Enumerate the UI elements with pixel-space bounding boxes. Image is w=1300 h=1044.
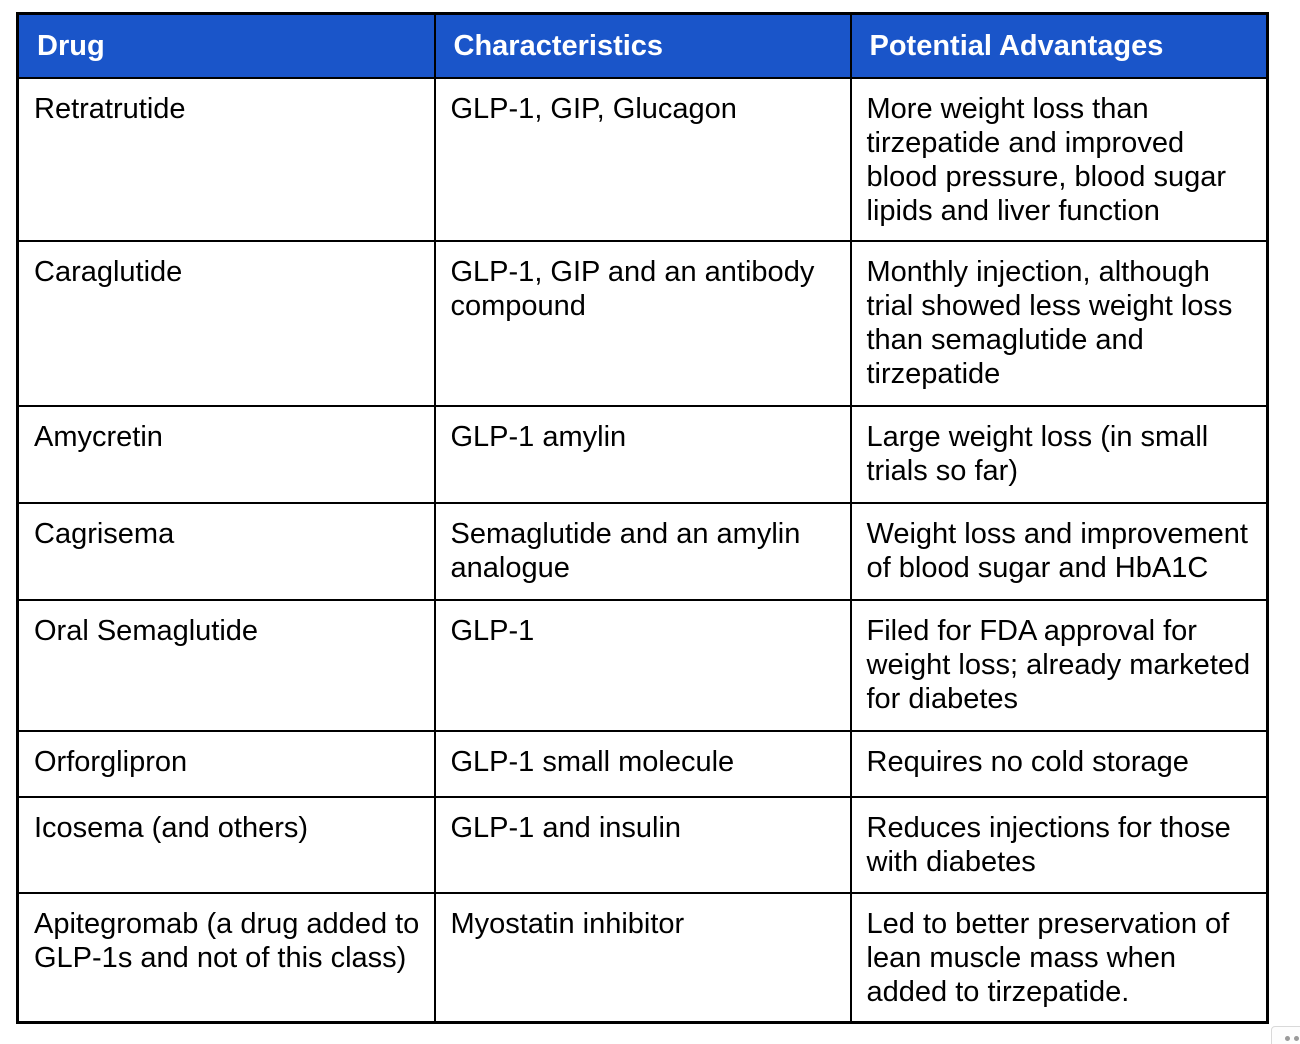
characteristics-cell: GLP-1 and insulin — [433, 795, 852, 894]
table-row: Cagrisema Semaglutide and an amylin anal… — [16, 501, 1269, 601]
table-body: Retratrutide GLP-1, GIP, Glucagon More w… — [16, 76, 1269, 1024]
table-row: Apitegromab (a drug added to GLP-1s and … — [16, 891, 1269, 1024]
drug-comparison-table: Drug Characteristics Potential Advantage… — [16, 12, 1269, 1024]
drug-cell: Retratrutide — [16, 76, 436, 242]
header-row: Drug Characteristics Potential Advantage… — [16, 12, 1269, 79]
table-row: Amycretin GLP-1 amylin Large weight loss… — [16, 404, 1269, 504]
table-row: Retratrutide GLP-1, GIP, Glucagon More w… — [16, 76, 1269, 242]
drug-cell: Caraglutide — [16, 239, 436, 407]
drug-cell: Icosema (and others) — [16, 795, 436, 894]
drag-handle[interactable] — [1271, 1026, 1300, 1044]
advantages-cell: Reduces injections for those with diabet… — [849, 795, 1269, 894]
drug-cell: Amycretin — [16, 404, 436, 504]
table-header: Drug Characteristics Potential Advantage… — [16, 12, 1269, 79]
advantages-cell: Filed for FDA approval for weight loss; … — [849, 598, 1269, 732]
advantages-cell: Monthly injection, although trial showed… — [849, 239, 1269, 407]
characteristics-cell: GLP-1, GIP and an antibody compound — [433, 239, 852, 407]
advantages-cell: Led to better preservation of lean muscl… — [849, 891, 1269, 1024]
column-header-drug: Drug — [16, 12, 436, 79]
advantages-cell: Weight loss and improvement of blood sug… — [849, 501, 1269, 601]
table-row: Icosema (and others) GLP-1 and insulin R… — [16, 795, 1269, 894]
drug-cell: Orforglipron — [16, 729, 436, 798]
table-row: Caraglutide GLP-1, GIP and an antibody c… — [16, 239, 1269, 407]
drug-cell: Cagrisema — [16, 501, 436, 601]
characteristics-cell: GLP-1 small molecule — [433, 729, 852, 798]
advantages-cell: Large weight loss (in small trials so fa… — [849, 404, 1269, 504]
drag-handle-dot-icon — [1294, 1036, 1299, 1041]
characteristics-cell: GLP-1, GIP, Glucagon — [433, 76, 852, 242]
characteristics-cell: Semaglutide and an amylin analogue — [433, 501, 852, 601]
characteristics-cell: GLP-1 amylin — [433, 404, 852, 504]
advantages-cell: Requires no cold storage — [849, 729, 1269, 798]
drag-handle-dot-icon — [1285, 1036, 1290, 1041]
characteristics-cell: Myostatin inhibitor — [433, 891, 852, 1024]
drug-cell: Apitegromab (a drug added to GLP-1s and … — [16, 891, 436, 1024]
table-row: Oral Semaglutide GLP-1 Filed for FDA app… — [16, 598, 1269, 732]
column-header-potential-advantages: Potential Advantages — [849, 12, 1269, 79]
characteristics-cell: GLP-1 — [433, 598, 852, 732]
drug-cell: Oral Semaglutide — [16, 598, 436, 732]
column-header-characteristics: Characteristics — [433, 12, 852, 79]
advantages-cell: More weight loss than tirzepatide and im… — [849, 76, 1269, 242]
table-row: Orforglipron GLP-1 small molecule Requir… — [16, 729, 1269, 798]
